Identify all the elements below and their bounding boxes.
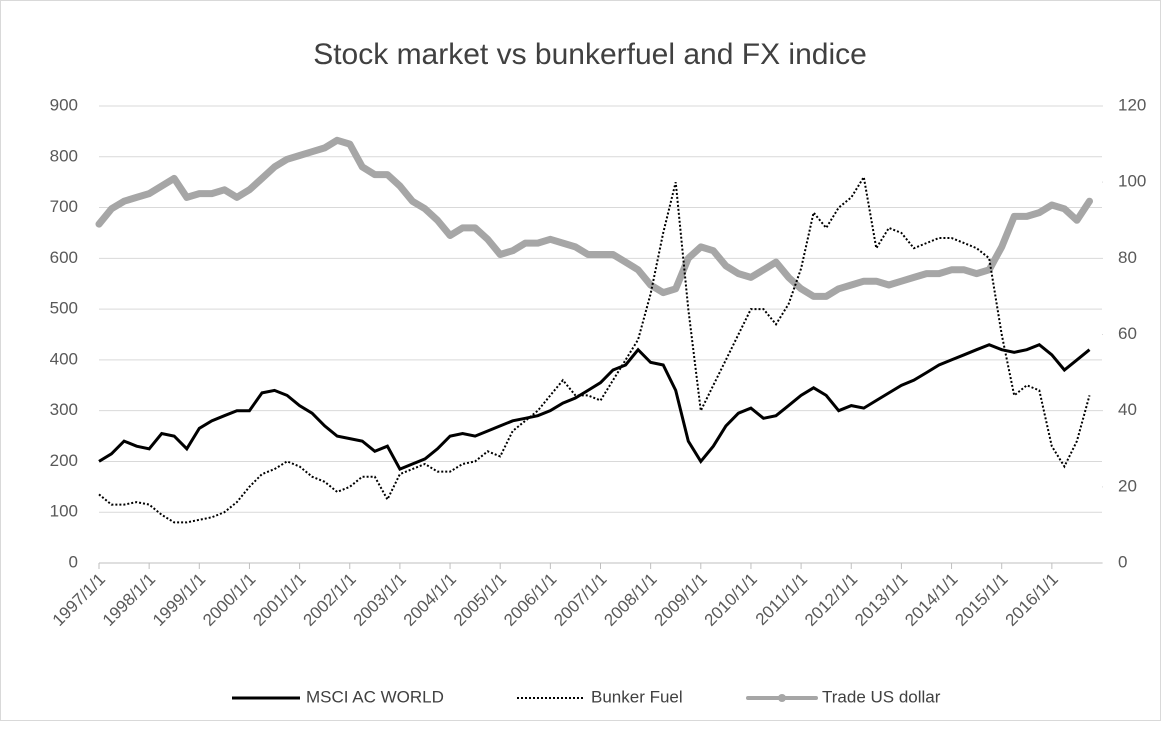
series-line bbox=[98, 342, 1091, 471]
y2-tick-label: 60 bbox=[1118, 324, 1137, 343]
y2-tick-label: 80 bbox=[1118, 248, 1137, 267]
series-line bbox=[95, 136, 1093, 300]
legend-label: Bunker Fuel bbox=[591, 687, 683, 706]
y-tick-label: 800 bbox=[50, 146, 78, 165]
y2-tick-label: 20 bbox=[1118, 476, 1137, 495]
y2-tick-label: 40 bbox=[1118, 400, 1137, 419]
y-tick-label: 0 bbox=[69, 552, 78, 571]
y2-tick-label: 0 bbox=[1118, 552, 1127, 571]
legend: MSCI AC WORLD Bunker Fuel Trade US dollar bbox=[232, 687, 941, 706]
legend-label: MSCI AC WORLD bbox=[306, 687, 444, 706]
y2-tick-label: 100 bbox=[1118, 172, 1146, 191]
y-tick-label: 500 bbox=[50, 299, 78, 318]
y-tick-label: 600 bbox=[50, 248, 78, 267]
y-tick-label: 100 bbox=[50, 502, 78, 521]
y-tick-label: 200 bbox=[50, 451, 78, 470]
chart-title: Stock market vs bunkerfuel and FX indice bbox=[313, 38, 867, 71]
y-tick-label: 900 bbox=[50, 95, 78, 114]
y-tick-label: 700 bbox=[50, 197, 78, 216]
y-tick-label: 300 bbox=[50, 400, 78, 419]
legend-marker bbox=[778, 694, 786, 702]
y2-tick-label: 120 bbox=[1118, 95, 1146, 114]
y-tick-label: 400 bbox=[50, 349, 78, 368]
series-line bbox=[98, 174, 1091, 524]
legend-label: Trade US dollar bbox=[822, 687, 941, 706]
